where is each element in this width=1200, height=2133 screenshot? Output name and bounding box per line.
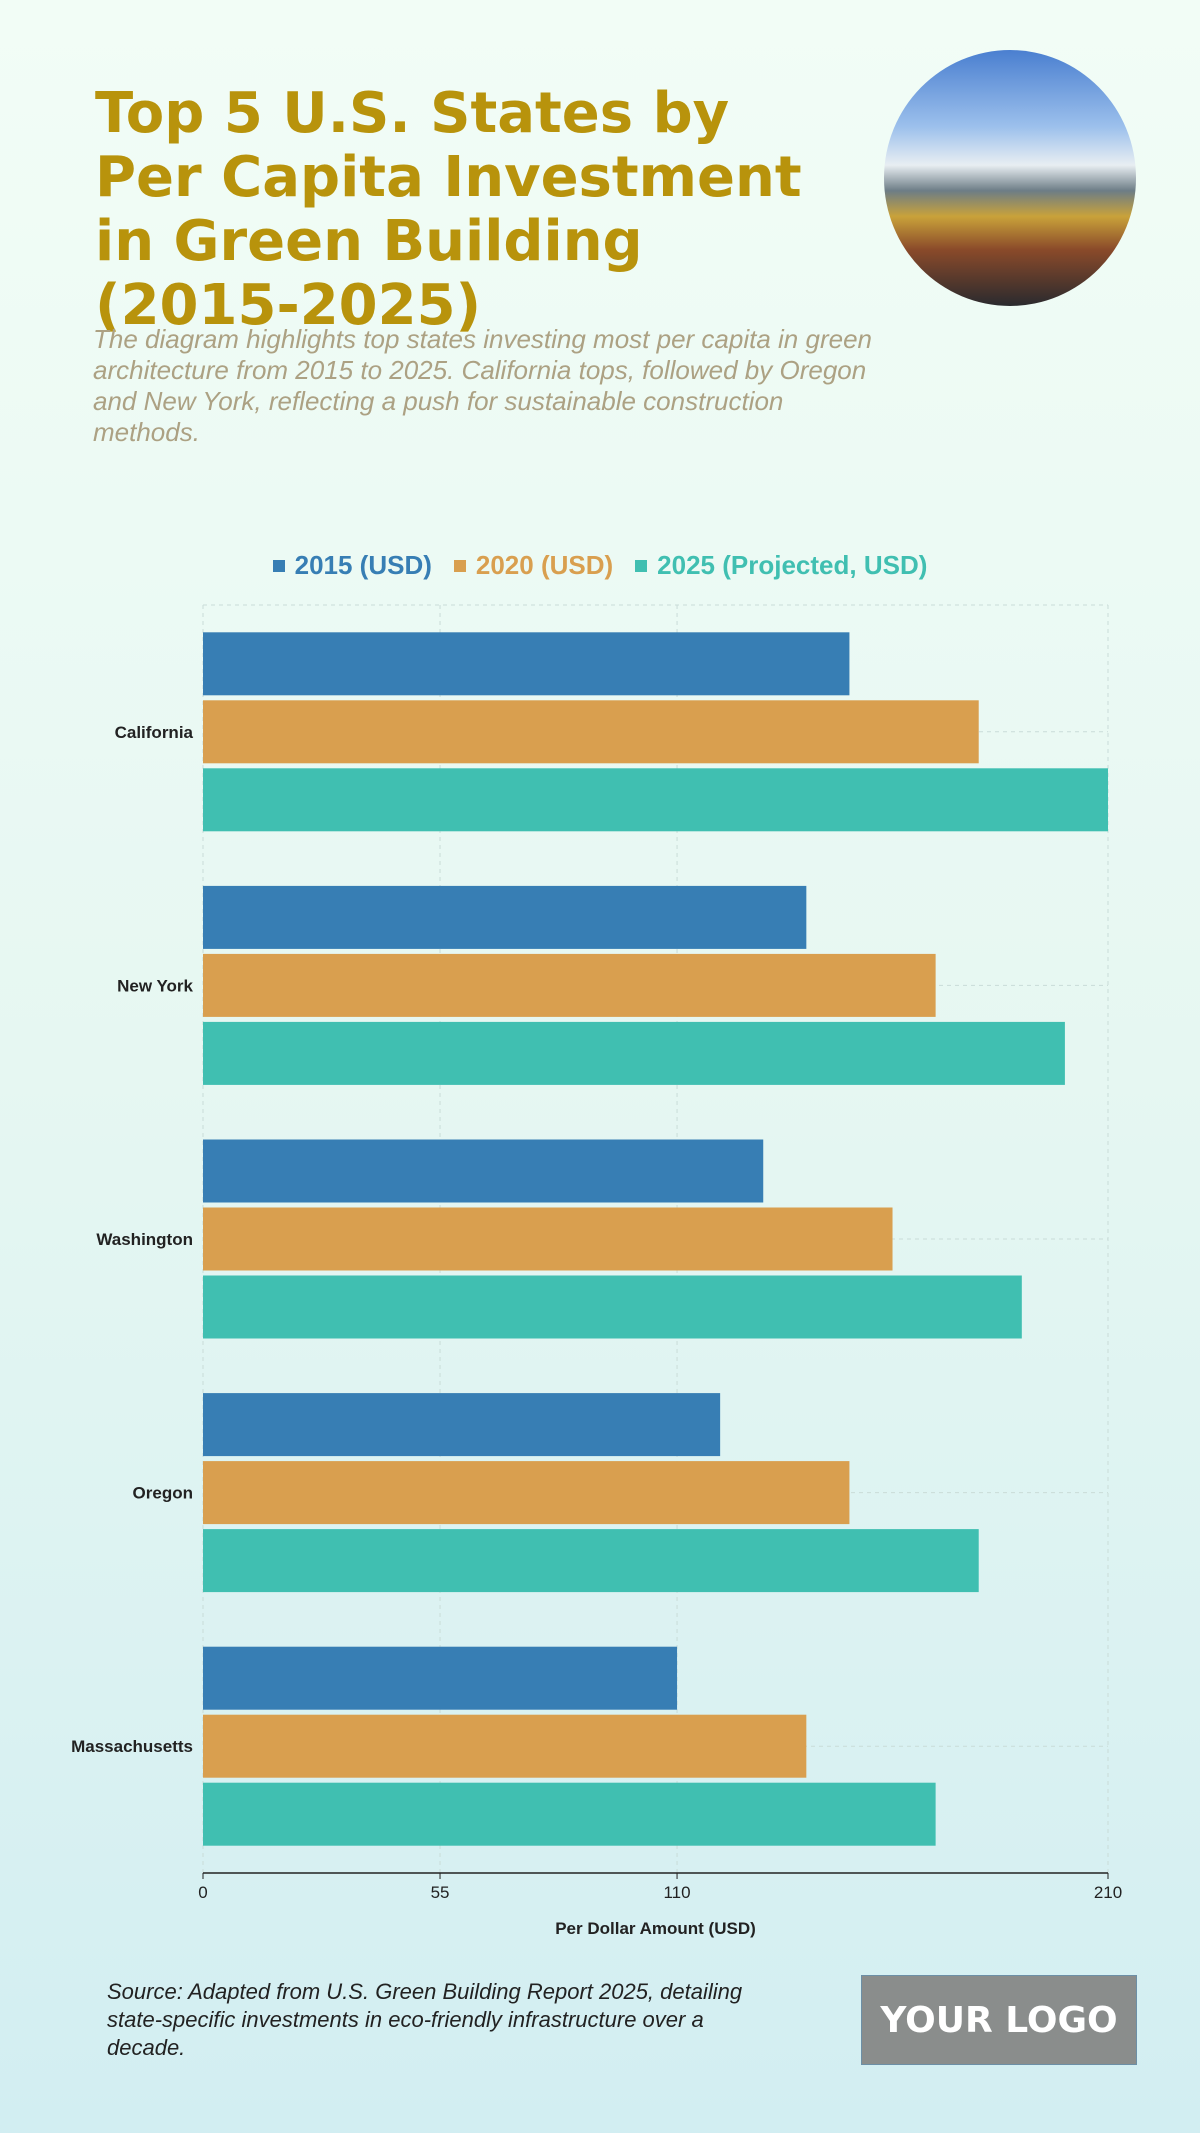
header-photo [884,50,1136,306]
bar-new-york-1 [203,953,936,1017]
bar-oregon-0 [203,1393,721,1457]
legend-label: 2020 (USD) [475,550,614,580]
bar-oregon-2 [203,1529,979,1593]
bar-new-york-0 [203,885,807,949]
x-tick-label: 0 [198,1883,207,1902]
bar-massachusetts-1 [203,1714,807,1778]
bar-washington-0 [203,1139,764,1203]
category-label: California [115,723,194,742]
legend-item-2015: 2015 (USD) [272,550,432,581]
bar-california-2 [203,768,1108,832]
logo: YOUR LOGO [861,1975,1137,2065]
page-title: Top 5 U.S. States by Per Capita Investme… [95,81,802,338]
bar-washington-1 [203,1207,893,1271]
legend-label: 2025 (Projected, USD) [657,550,928,580]
category-label: Oregon [133,1484,193,1503]
bar-oregon-1 [203,1461,850,1525]
bar-chart: California New York Washington Oregon Massac… [71,604,1122,1938]
legend-swatch [635,559,648,572]
legend-swatch [272,559,285,572]
x-tick-label: 210 [1094,1883,1122,1902]
bar-new-york-2 [203,1021,1065,1085]
legend-swatch [453,559,466,572]
legend-label: 2015 (USD) [294,550,432,580]
category-label: Washington [96,1230,193,1249]
source-note: Source: Adapted from U.S. Green Building… [107,1979,743,2060]
legend: 2015 (USD) 2020 (USD) 2025 (Projected, U… [0,550,1200,581]
legend-item-2025: 2025 (Projected, USD) [635,550,927,581]
subtitle: The diagram highlights top states invest… [93,324,872,447]
category-label: Massachusetts [71,1737,193,1756]
legend-item-2020: 2020 (USD) [453,550,614,581]
bar-california-1 [203,700,979,764]
bar-massachusetts-0 [203,1646,678,1710]
category-label: New York [117,976,193,995]
bar-massachusetts-2 [203,1782,936,1846]
bar-washington-2 [203,1275,1022,1339]
x-tick-label: 55 [431,1883,450,1902]
x-tick-label: 110 [663,1883,690,1902]
bar-california-0 [203,632,850,696]
x-axis-label: Per Dollar Amount (USD) [555,1919,756,1938]
